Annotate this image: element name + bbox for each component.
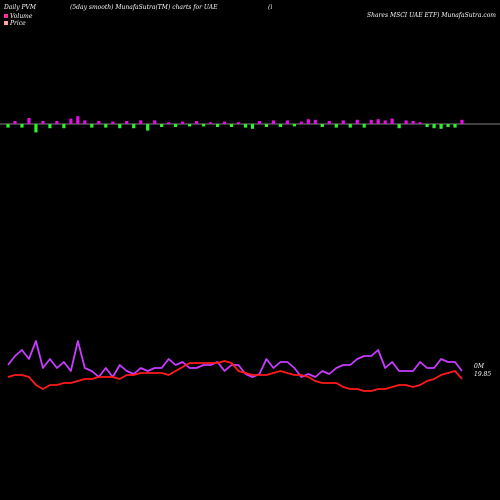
- volume-bar: [69, 118, 73, 124]
- volume-bar: [111, 121, 115, 124]
- legend-volume-label: Volume: [10, 13, 33, 20]
- volume-bar: [153, 120, 157, 124]
- volume-bar: [411, 121, 415, 124]
- volume-bar: [90, 124, 94, 128]
- header-right: Shares MSCI UAE ETF) MunafaSutra.com: [367, 12, 496, 19]
- volume-bar: [34, 124, 38, 133]
- volume-bar: [194, 121, 199, 124]
- volume-bar: [369, 119, 373, 124]
- legend-price-swatch: [4, 21, 8, 25]
- trend-lines: [7, 340, 463, 392]
- volume-bar: [453, 124, 457, 128]
- volume-bar: [327, 121, 331, 124]
- volume-bar: [432, 124, 436, 129]
- volume-bar: [264, 124, 269, 127]
- volume-bar: [320, 124, 324, 127]
- volume-bar: [118, 124, 122, 129]
- volume-bar: [215, 124, 220, 127]
- price-line: [7, 360, 463, 392]
- volume-bar: [257, 121, 262, 124]
- volume-bar: [376, 119, 380, 124]
- volume-bar: [250, 124, 255, 129]
- volume-bar: [27, 118, 31, 124]
- volume-bar: [355, 119, 359, 124]
- volume-bar: [418, 122, 422, 124]
- volume-bar: [362, 124, 366, 128]
- legend-volume-swatch: [4, 14, 8, 18]
- header-center: (5day smooth) MunafaSutra(TM) charts for…: [70, 4, 218, 11]
- legend-price-label: Price: [9, 20, 26, 27]
- volume-bar: [76, 116, 80, 124]
- volume-bar: [306, 119, 310, 124]
- volume-bar: [160, 124, 164, 127]
- volume-bar: [460, 119, 464, 124]
- volume-bar: [299, 121, 303, 124]
- volume-bar: [20, 124, 24, 128]
- volume-bar: [334, 124, 338, 128]
- volume-bar: [104, 124, 108, 128]
- volume-bar: [83, 120, 87, 124]
- volume-bar: [313, 119, 317, 124]
- volume-bar: [181, 121, 185, 124]
- volume-bar: [167, 122, 171, 124]
- volume-bar: [229, 124, 234, 127]
- volume-bar: [188, 124, 192, 127]
- volume-bar: [425, 124, 429, 127]
- volume-bar: [125, 121, 129, 124]
- volume-bar: [41, 121, 45, 124]
- header-left: Daily PVM: [3, 4, 37, 11]
- volume-bar: [201, 124, 206, 127]
- volume-bar: [446, 124, 450, 127]
- volume-bar: [222, 121, 227, 124]
- volume-bar: [439, 124, 443, 129]
- volume-bar: [271, 120, 276, 124]
- volume-bar: [97, 121, 101, 124]
- volume-bar: [348, 124, 352, 128]
- volume-bar: [132, 124, 136, 129]
- volume-end-label: 0M: [474, 363, 485, 370]
- header-bracket: (i: [268, 4, 272, 11]
- volume-line: [7, 340, 463, 378]
- volume-bar: [48, 124, 52, 129]
- volume-bar: [292, 124, 296, 127]
- volume-bar: [139, 120, 143, 124]
- volume-bar: [397, 124, 401, 129]
- volume-bar: [341, 120, 345, 124]
- volume-bar: [62, 124, 66, 129]
- volume-bar: [383, 120, 387, 124]
- price-end-label: 19.85: [474, 371, 491, 378]
- volume-bar: [6, 124, 10, 128]
- volume-bars: [6, 116, 464, 133]
- volume-bar: [390, 118, 394, 124]
- volume-bar: [404, 120, 408, 124]
- volume-bar: [146, 124, 150, 131]
- volume-bar: [285, 120, 289, 124]
- volume-bar: [13, 121, 17, 124]
- volume-bar: [174, 124, 178, 127]
- volume-bar: [208, 122, 213, 124]
- volume-bar: [278, 124, 282, 127]
- volume-bar: [243, 124, 248, 128]
- volume-bar: [236, 122, 241, 124]
- volume-bar: [55, 121, 59, 124]
